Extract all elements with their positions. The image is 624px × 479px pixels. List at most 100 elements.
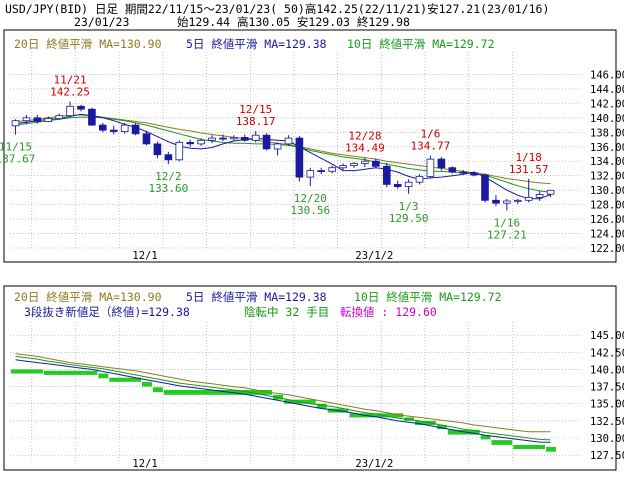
candle-body: [142, 133, 151, 145]
annotation-date: 12/28: [348, 130, 381, 143]
candle-body: [492, 199, 500, 204]
candle-body: [88, 108, 96, 126]
candle-body: [240, 136, 249, 141]
candle-body: [175, 141, 184, 161]
annotation-date: 1/18: [515, 151, 542, 164]
candle-body: [546, 189, 555, 195]
legend-ma5: 5日 終値平滑 MA=129.38: [186, 37, 327, 51]
price-y-tick-label: 142.00: [590, 98, 624, 110]
new-price-brick: [43, 370, 98, 375]
price-y-tick-label: 144.00: [590, 84, 624, 96]
new-price-brick: [142, 381, 152, 387]
price-y-tick-label: 122.00: [590, 243, 624, 255]
candle-body: [306, 170, 315, 178]
candle-body: [11, 120, 20, 127]
price-ma5-line: [15, 113, 551, 200]
price-x-tick-label: 23/1/2: [355, 250, 393, 262]
new-price-brick: [163, 390, 273, 395]
candle-body: [448, 167, 457, 173]
annotation-value: 129.50: [389, 212, 429, 225]
bottom-info-trend: 陰転中 32 手目: [244, 305, 329, 319]
annotation-date: 11/15: [0, 140, 32, 153]
candle-body: [153, 143, 162, 156]
brick-panel-y-axis: 127.50 130.00 132.50 135.00 137.50 140.00 142.…: [590, 330, 624, 462]
annotation-date: 12/20: [294, 192, 327, 205]
brick-ma20-line: [15, 353, 551, 433]
candle-body: [219, 137, 227, 140]
price-y-tick-label: 140.00: [590, 113, 624, 125]
brick-x-tick-label: 23/1/2: [355, 458, 393, 470]
annotation-date: 1/16: [494, 216, 521, 229]
candle-body: [22, 117, 31, 122]
candle-body: [459, 171, 467, 174]
annotation-date: 1/6: [420, 128, 440, 141]
bottom-info-newprice: 3段抜き新値足（終値)=129.38: [24, 305, 190, 319]
new-price-brick: [415, 420, 436, 425]
header-ohlc: 始129.44 高130.05 安129.03 終129.98: [177, 15, 410, 29]
candle-body: [251, 134, 260, 141]
brick-ma10-line: [15, 355, 551, 441]
bottom-info-reversal: 転換値 : 129.60: [340, 305, 437, 319]
new-price-brick: [546, 446, 556, 452]
candle-body: [120, 124, 129, 132]
price-y-tick-label: 132.00: [590, 171, 624, 183]
candle-body: [284, 137, 293, 145]
brick-y-tick-label: 145.00: [590, 330, 624, 342]
candle-body: [44, 118, 52, 122]
candle-body: [55, 115, 63, 119]
price-y-tick-label: 136.00: [590, 142, 624, 154]
annotation-value: 131.57: [509, 163, 549, 176]
new-price-brick: [11, 369, 43, 374]
annotation-value: 127.21: [487, 228, 527, 241]
brick-y-tick-label: 130.00: [590, 433, 624, 445]
brick-panel-moving-averages: [15, 353, 551, 443]
candle-body: [77, 105, 85, 110]
bottom-legend-ma5: 5日 終値平滑 MA=129.38: [186, 290, 327, 304]
price-panel-frame: [3, 29, 617, 263]
bottom-legend-ma20: 20日 終値平滑 MA=130.90: [14, 290, 162, 304]
candle-body: [262, 134, 271, 150]
candle-body: [426, 158, 435, 177]
brick-y-tick-label: 142.50: [590, 347, 624, 359]
candle-body: [317, 170, 325, 173]
new-price-brick: [480, 435, 491, 440]
candle-body: [208, 137, 216, 141]
price-y-tick-label: 146.00: [590, 69, 624, 81]
annotation-value: 142.25: [50, 86, 90, 99]
candle-body: [481, 174, 489, 201]
annotation-date: 12/15: [239, 103, 272, 116]
annotation-value: 134.77: [411, 140, 451, 153]
candle-body: [415, 175, 424, 183]
price-y-tick-label: 138.00: [590, 127, 624, 139]
price-panel-candles: [11, 101, 555, 211]
brick-y-tick-label: 132.50: [590, 416, 624, 428]
candle-body: [382, 165, 391, 185]
new-price-brick: [513, 444, 546, 449]
brick-x-tick-label: 12/1: [132, 458, 157, 470]
brick-y-tick-label: 127.50: [590, 450, 624, 462]
annotation-value: 137.67: [0, 152, 35, 165]
candle-body: [470, 172, 478, 176]
candle-body: [328, 167, 336, 172]
price-y-tick-label: 128.00: [590, 200, 624, 212]
annotation-value: 133.60: [148, 182, 188, 195]
candle-body: [524, 196, 533, 201]
candle-body: [164, 154, 173, 161]
brick-ma5-line: [15, 359, 551, 443]
price-y-tick-label: 134.00: [590, 156, 624, 168]
annotation-value: 134.49: [345, 142, 385, 155]
header-date: 23/01/23: [74, 15, 129, 29]
candle-body: [110, 129, 118, 132]
annotation-date: 1/3: [399, 200, 419, 213]
bottom-legend-ma10: 10日 終値平滑 MA=129.72: [354, 290, 502, 304]
price-panel-y-axis: 122.00 124.00 126.00 128.00 130.00 132.00 134.…: [590, 69, 624, 255]
price-y-tick-label: 126.00: [590, 214, 624, 226]
legend-ma20: 20日 終値平滑 MA=130.90: [14, 37, 162, 51]
brick-y-tick-label: 137.50: [590, 382, 624, 394]
candle-body: [437, 158, 446, 169]
candle-body: [186, 141, 195, 145]
new-price-brick: [153, 387, 163, 393]
